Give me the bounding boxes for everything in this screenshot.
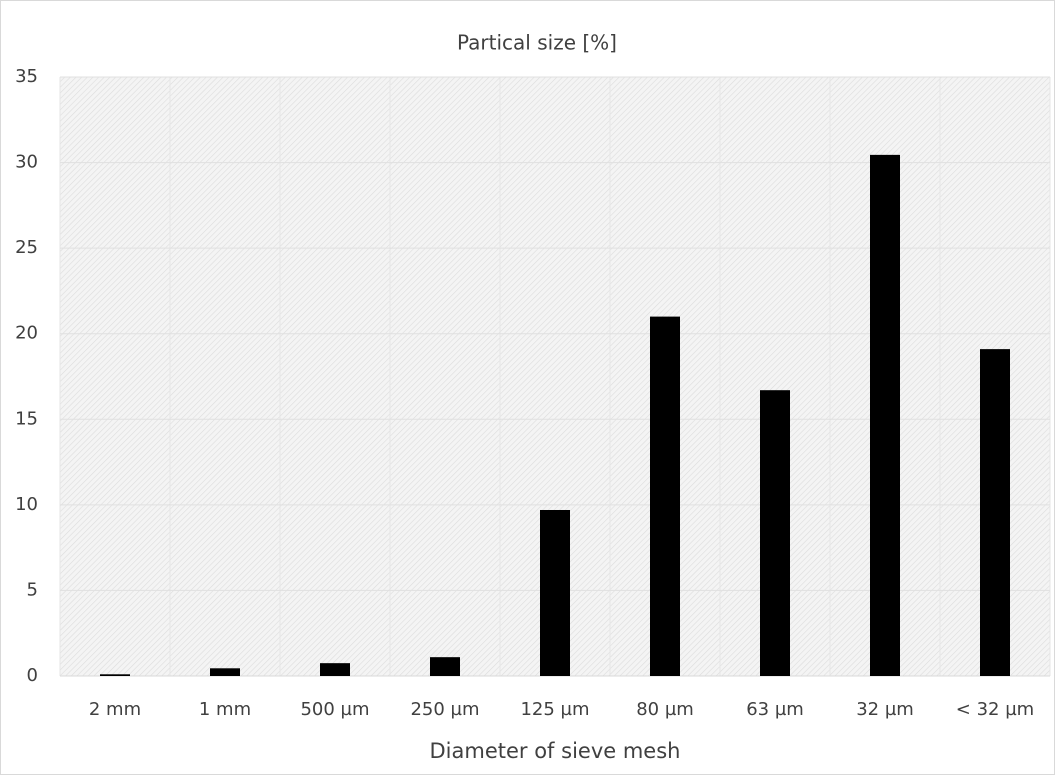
bar — [320, 663, 350, 676]
y-tick-label: 15 — [15, 408, 38, 429]
y-tick-label: 20 — [15, 323, 38, 344]
chart-title: Partical size [%] — [457, 31, 617, 55]
bar — [210, 668, 240, 676]
x-tick-label: 250 µm — [410, 699, 479, 720]
y-tick-label: 30 — [15, 152, 38, 173]
x-tick-label: 63 µm — [746, 699, 804, 720]
x-tick-label: 32 µm — [856, 699, 914, 720]
x-tick-label: 80 µm — [636, 699, 694, 720]
y-tick-label: 10 — [15, 494, 38, 515]
x-axis-title: Diameter of sieve mesh — [430, 739, 681, 763]
x-tick-label: < 32 µm — [956, 699, 1034, 720]
bar — [760, 390, 790, 676]
x-tick-label: 125 µm — [520, 699, 589, 720]
x-tick-label: 500 µm — [300, 699, 369, 720]
bar — [430, 657, 460, 676]
bar — [980, 349, 1010, 676]
bar — [540, 509, 570, 676]
x-tick-label: 1 mm — [199, 699, 251, 720]
y-tick-label: 5 — [27, 579, 38, 600]
y-tick-label: 0 — [27, 665, 38, 686]
bar — [100, 674, 130, 676]
y-tick-label: 35 — [15, 66, 38, 87]
bar — [870, 154, 900, 676]
y-tick-label: 25 — [15, 237, 38, 258]
x-tick-label: 2 mm — [89, 699, 141, 720]
bar — [650, 316, 680, 676]
